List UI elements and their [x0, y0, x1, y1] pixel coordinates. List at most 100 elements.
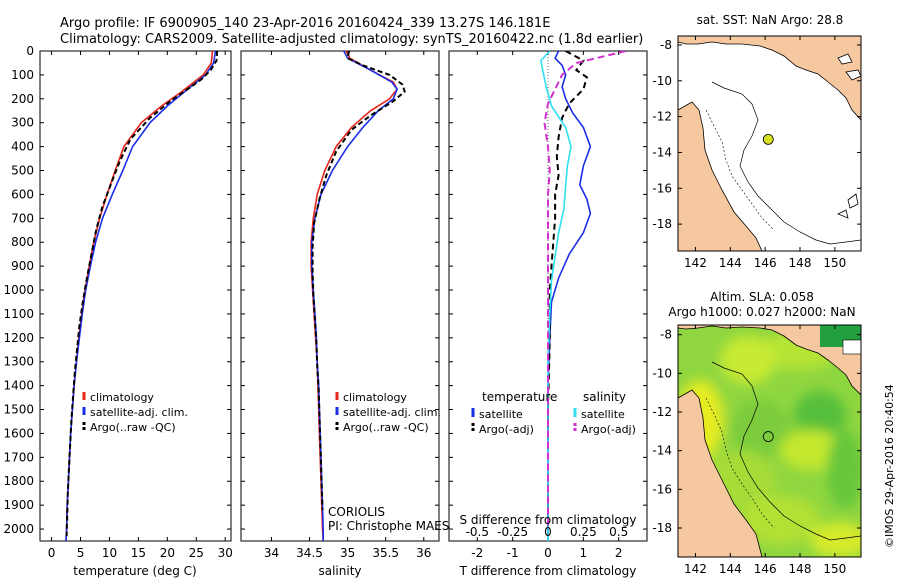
sst-islands	[837, 53, 861, 219]
sst-map-frame	[677, 35, 862, 252]
sst-land-australia	[678, 101, 763, 251]
figure-title-line2: Climatology: CARS2009. Satellite-adjuste…	[60, 32, 643, 47]
lon-tick-label: 146	[754, 562, 777, 576]
lon-tick-label: 150	[823, 562, 846, 576]
x-tick-label: 34.5	[296, 546, 323, 560]
legend-label: satellite	[479, 408, 523, 421]
lat-tick-label: -8	[660, 328, 672, 342]
x-tick-label: -2	[471, 546, 483, 560]
depth-tick-label: 800	[11, 235, 34, 249]
sst-map-title: sat. SST: NaN Argo: 28.8	[697, 13, 844, 27]
imos-credit: ©IMOS 29-Apr-2016 20:40:54	[883, 384, 896, 548]
sla-reef-line	[705, 397, 775, 529]
legend-label: Argo(-adj)	[479, 423, 534, 436]
x-tick-label: 2	[615, 546, 623, 560]
depth-tick-label: 1200	[3, 331, 34, 345]
lon-tick-label: 150	[823, 256, 846, 270]
s-difference-label: S difference from climatology	[460, 513, 637, 527]
temperature-x-label: temperature (deg C)	[73, 564, 196, 578]
temperature-panel: 0 5 10 15 20 25 30 0 100 200 300 400 500 600 700 800 90…	[3, 44, 232, 578]
x-tick-label: 35	[340, 546, 355, 560]
t-difference-label: T difference from climatology	[459, 564, 637, 578]
temperature-lines	[65, 51, 219, 541]
depth-tick-label: 1800	[3, 474, 34, 488]
depth-tick-label: 1900	[3, 498, 34, 512]
difference-legend: temperature salinity satellite Argo(-adj)…	[471, 390, 636, 436]
series-line-climatology	[310, 51, 399, 541]
salinity-x-label: salinity	[318, 564, 361, 578]
salinity-annotation-line2: PI: Christophe MAES	[328, 519, 449, 533]
lat-tick-label: -14	[652, 444, 672, 458]
legend-label: Argo(..raw -QC)	[90, 421, 176, 434]
legend-label: satellite-adj. clim.	[90, 406, 188, 419]
depth-tick-label: 300	[11, 116, 34, 130]
salinity-y-ticks	[241, 50, 439, 530]
series-line-salinity_satellite	[540, 51, 572, 541]
s-tick-label: 0.25	[570, 525, 597, 539]
difference-lines	[540, 51, 627, 541]
figure-title-line1: Argo profile: IF 6900905_140 23-Apr-2016…	[60, 16, 550, 31]
x-tick-label: 25	[189, 546, 204, 560]
depth-tick-label: 600	[11, 187, 34, 201]
lat-tick-label: -18	[652, 217, 672, 231]
sla-map-ticks: 142 144 146 148 150 -8 -10 -12 -14 -16 -18	[652, 325, 861, 576]
sst-bathymetry-contour	[711, 81, 861, 245]
depth-y-ticks: 0 100 200 300 400 500 600 700 800 900 1000 1100 1200…	[3, 44, 231, 536]
series-line-satellite	[547, 51, 592, 541]
depth-tick-label: 1600	[3, 426, 34, 440]
x-tick-label: 1	[580, 546, 588, 560]
legend-label: climatology	[343, 391, 407, 404]
lat-tick-label: -10	[652, 366, 672, 380]
legend-label: satellite	[581, 408, 625, 421]
depth-tick-label: 0	[26, 44, 34, 58]
legend-heading-temperature: temperature	[482, 390, 557, 404]
lon-tick-label: 148	[789, 256, 812, 270]
legend-label: climatology	[90, 391, 154, 404]
depth-tick-label: 1700	[3, 450, 34, 464]
depth-tick-label: 900	[11, 259, 34, 273]
lon-tick-label: 144	[719, 562, 742, 576]
sst-map: sat. SST: NaN Argo: 28.8 142 144 146 148 150…	[652, 13, 862, 270]
s-tick-label: 0	[544, 525, 552, 539]
legend-label: satellite-adj. clim.	[343, 406, 441, 419]
sst-map-ticks: 142 144 146 148 150 -8 -10 -12 -14 -16 -18	[652, 36, 861, 270]
lon-tick-label: 144	[719, 256, 742, 270]
temperature-legend: climatology satellite-adj. clim. Argo(..ra…	[82, 391, 188, 434]
series-line-argo	[65, 51, 219, 537]
x-tick-label: 36	[416, 546, 431, 560]
argo-location-marker-sst	[762, 133, 774, 145]
x-tick-label: 5	[77, 546, 85, 560]
depth-tick-label: 100	[11, 68, 34, 82]
series-line-salinity_argo	[543, 51, 627, 529]
difference-x-ticks: -2 -1 0 1 2	[471, 51, 623, 560]
depth-tick-label: 500	[11, 164, 34, 178]
sst-land-png	[678, 36, 861, 121]
x-tick-label: 34	[264, 546, 279, 560]
salinity-annotation-line1: CORIOLIS	[328, 505, 385, 519]
sla-land-australia	[678, 389, 763, 557]
sla-bathymetry-contour	[711, 361, 861, 541]
legend-heading-salinity: salinity	[583, 390, 626, 404]
lon-tick-label: 142	[684, 562, 707, 576]
x-tick-label: 0	[48, 546, 56, 560]
salinity-panel: 34 34.5 35 35.5 36 salinity climatology satel…	[240, 50, 449, 578]
lon-tick-label: 142	[684, 256, 707, 270]
s-tick-label: 0.5	[609, 525, 628, 539]
lat-tick-label: -16	[652, 181, 672, 195]
lat-tick-label: -14	[652, 145, 672, 159]
series-line-argo	[547, 51, 589, 537]
depth-tick-label: 400	[11, 140, 34, 154]
s-tick-label: -0.25	[497, 525, 528, 539]
sla-map-title-line2: Argo h1000: 0.027 h2000: NaN	[668, 305, 855, 319]
sla-land-png	[678, 325, 861, 396]
x-tick-label: 35.5	[372, 546, 399, 560]
argo-location-marker-sla	[762, 431, 774, 442]
sla-map-title-line1: Altim. SLA: 0.058	[710, 290, 814, 304]
depth-tick-label: 1000	[3, 283, 34, 297]
x-tick-label: 30	[218, 546, 233, 560]
s-difference-tick-labels: -0.5 -0.25 0 0.25 0.5	[466, 525, 629, 539]
temperature-plot-frame	[39, 50, 232, 542]
depth-tick-label: 700	[11, 211, 34, 225]
depth-tick-label: 1100	[3, 307, 34, 321]
